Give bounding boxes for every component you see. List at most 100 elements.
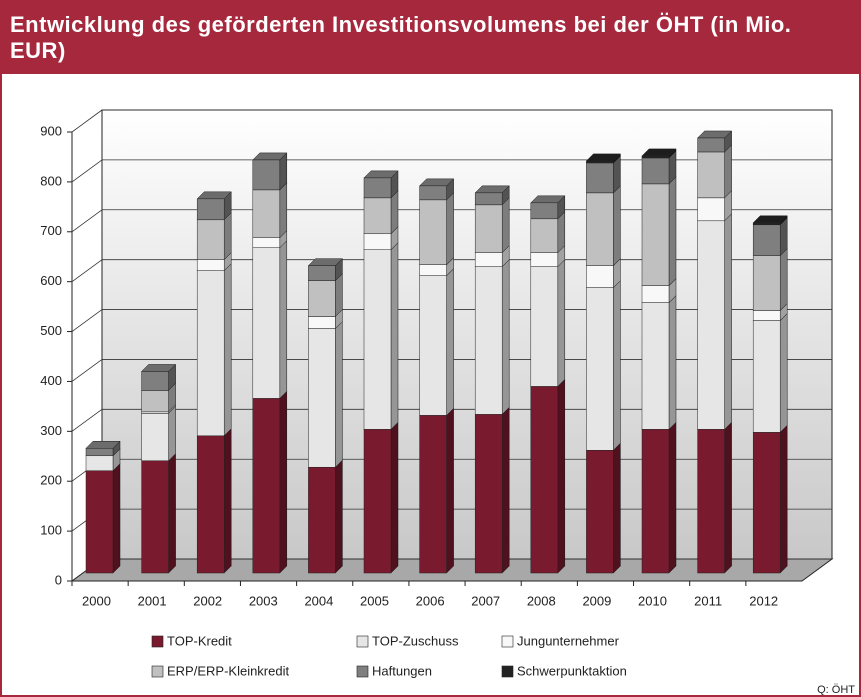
bar: [141, 460, 169, 574]
bar: [586, 287, 614, 451]
bar: [474, 266, 503, 415]
bar: [752, 320, 781, 433]
bar-side: [668, 176, 677, 287]
legend-swatch: [501, 635, 514, 648]
bar-side: [168, 453, 176, 574]
bar-side: [724, 213, 732, 430]
bar: [196, 435, 225, 574]
bar: [419, 185, 447, 201]
bar: [474, 204, 503, 253]
bar-side: [279, 390, 288, 574]
bar: [252, 398, 281, 574]
bar: [363, 249, 392, 430]
bar: [363, 177, 392, 199]
bar: [252, 159, 281, 191]
bar: [252, 237, 281, 248]
bar-side: [168, 405, 176, 462]
bar: [530, 386, 559, 574]
grid-line-side: [71, 409, 103, 432]
bar: [252, 247, 281, 399]
bar-side: [779, 312, 788, 433]
y-tick-label: 0: [55, 572, 62, 587]
bar-side: [390, 421, 399, 574]
x-tick-label: 2002: [193, 593, 222, 608]
legend-swatch: [501, 665, 514, 678]
bar: [641, 183, 670, 286]
bar: [474, 252, 503, 267]
bar-side: [613, 185, 621, 267]
grid-line-side: [71, 159, 103, 183]
bar: [363, 233, 392, 250]
bar: [363, 197, 392, 235]
grid-line-side: [71, 259, 103, 282]
bar: [419, 415, 447, 574]
bar-side: [557, 259, 566, 388]
bar-side: [501, 406, 510, 574]
bar: [752, 432, 781, 574]
chart-title: Entwicklung des geförderten Investitions…: [2, 2, 859, 74]
legend-label: Haftungen: [372, 663, 432, 678]
source: Q: ÖHT: [817, 684, 855, 695]
bar: [474, 192, 503, 206]
bar-side: [223, 263, 232, 437]
bar-side: [335, 320, 343, 468]
bar-side: [779, 248, 788, 312]
chart: 0 100 200 300 400 500 600 700 800 900 2000 2001 2002…: [40, 109, 855, 695]
bar-side: [779, 424, 788, 574]
bar-side: [112, 463, 121, 574]
x-tick-label: 2007: [471, 593, 500, 608]
x-tick-label: 2010: [638, 593, 667, 608]
bar: [419, 199, 447, 265]
bar: [752, 255, 781, 311]
bar: [752, 222, 781, 226]
bar: [308, 328, 336, 468]
grid-line-side: [71, 309, 103, 332]
bar: [586, 265, 614, 288]
bar: [641, 429, 670, 574]
bar: [196, 198, 225, 221]
bar-side: [390, 242, 399, 430]
bar: [641, 157, 670, 185]
bar: [474, 414, 503, 574]
x-tick-label: 2011: [694, 593, 722, 608]
bar: [196, 259, 225, 271]
bar-side: [335, 273, 343, 318]
bar-side: [724, 144, 732, 199]
bar: [697, 220, 725, 430]
y-tick-label: 700: [40, 223, 62, 238]
bar-side: [390, 190, 399, 235]
legend-label: Jungunternehmer: [517, 633, 620, 648]
bar: [196, 270, 225, 437]
bar-side: [501, 197, 510, 254]
bar: [308, 265, 336, 281]
x-tick-label: 2004: [304, 593, 333, 608]
bar: [530, 202, 559, 220]
bar: [85, 448, 114, 457]
y-tick-label: 800: [40, 173, 62, 188]
x-tick-label: 2006: [416, 593, 445, 608]
bar: [141, 390, 169, 413]
bar-side: [668, 421, 677, 574]
y-tick-label: 200: [40, 473, 62, 488]
y-tick-label: 600: [40, 273, 62, 288]
x-tick-label: 2003: [249, 593, 278, 608]
bar-side: [446, 268, 454, 416]
y-tick-label: 400: [40, 373, 62, 388]
bar: [196, 219, 225, 260]
bar: [308, 316, 336, 329]
legend-label: Schwerpunktaktion: [517, 663, 627, 678]
bar: [252, 189, 281, 238]
bar: [586, 160, 614, 164]
bar-side: [446, 192, 454, 266]
bar-side: [335, 459, 343, 574]
bar: [530, 252, 559, 267]
bar: [419, 264, 447, 276]
bar-side: [557, 378, 566, 574]
x-tick-label: 2009: [582, 593, 611, 608]
bar: [85, 470, 114, 574]
legend-swatch: [356, 665, 369, 678]
bar-side: [613, 280, 621, 451]
bar: [641, 285, 670, 303]
bar: [85, 455, 114, 471]
y-tick-label: 900: [40, 123, 62, 138]
